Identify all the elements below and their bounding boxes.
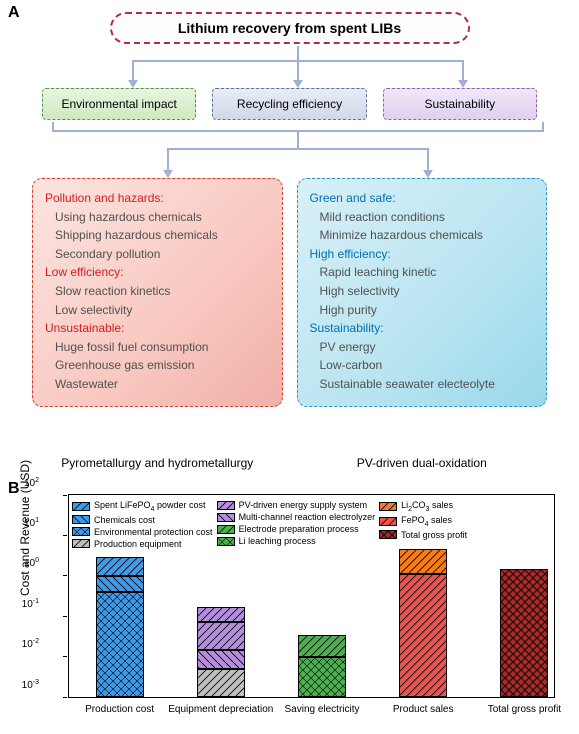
section-item: Mild reaction conditions: [310, 208, 535, 227]
legend-label: Total gross profit: [401, 530, 467, 540]
legend-swatch: [379, 502, 397, 511]
legend-swatch: [72, 502, 90, 511]
legend-item: Environmental protection cost: [72, 527, 213, 537]
legend-item: FePO4 sales: [379, 515, 467, 528]
legend-swatch: [379, 530, 397, 539]
section-item: PV energy: [310, 338, 535, 357]
bar-segment: [197, 607, 245, 623]
section-head: Green and safe:: [310, 189, 535, 208]
legend-item: Total gross profit: [379, 530, 467, 540]
category-box: Recycling efficiency: [212, 88, 366, 120]
bar-segment: [298, 657, 346, 697]
legend-swatch: [72, 539, 90, 548]
legend-label: Multi-channel reaction electrolyzer: [239, 512, 376, 522]
section-head: Unsustainable:: [45, 319, 270, 338]
section-item: Using hazardous chemicals: [45, 208, 270, 227]
legend-label: Chemicals cost: [94, 515, 155, 525]
section-item: High selectivity: [310, 282, 535, 301]
bar-segment: [96, 592, 144, 697]
legend-label: PV-driven energy supply system: [239, 500, 368, 510]
panel-a: Lithium recovery from spent LIBs Environ…: [12, 12, 567, 482]
bar-segment: [96, 576, 144, 592]
section-item: Rapid leaching kinetic: [310, 263, 535, 282]
bar-segment: [298, 635, 346, 657]
legend-swatch: [72, 515, 90, 524]
y-tick-label: 10-3: [22, 679, 39, 691]
legend-item: Chemicals cost: [72, 515, 213, 525]
legend-label: FePO4 sales: [401, 515, 452, 528]
section-item: Low selectivity: [45, 301, 270, 320]
legend-swatch: [72, 527, 90, 536]
y-tick-label: 100: [24, 557, 39, 569]
section-item: Huge fossil fuel consumption: [45, 338, 270, 357]
section-item: Slow reaction kinetics: [45, 282, 270, 301]
title-box: Lithium recovery from spent LIBs: [110, 12, 470, 44]
left-panel: Pollution and hazards:Using hazardous ch…: [32, 178, 283, 407]
section-head: Sustainability:: [310, 319, 535, 338]
legend-label: Li leaching process: [239, 536, 316, 546]
legend-item: Production equipment: [72, 539, 213, 549]
legend-swatch: [217, 501, 235, 510]
legend-item: Li2CO3 sales: [379, 500, 467, 513]
section-item: Sustainable seawater electeolyte: [310, 375, 535, 394]
x-tick-label: Equipment depreciation: [168, 704, 273, 715]
legend-item: Electrode preparation process: [217, 524, 376, 534]
legend-swatch: [379, 517, 397, 526]
section-item: Low-carbon: [310, 356, 535, 375]
legend-label: Li2CO3 sales: [401, 500, 453, 513]
category-box: Environmental impact: [42, 88, 196, 120]
y-tick-label: 102: [24, 477, 39, 489]
legend-label: Production equipment: [94, 539, 182, 549]
legend-swatch: [217, 513, 235, 522]
legend-label: Electrode preparation process: [239, 524, 359, 534]
x-tick-label: Saving electricity: [284, 704, 359, 715]
section-item: Greenhouse gas emission: [45, 356, 270, 375]
panel-b: Cost and Revenue (USD) 10-310-210-110010…: [12, 486, 567, 726]
legend-swatch: [217, 525, 235, 534]
legend: Spent LiFePO4 powder cost Chemicals cost E…: [72, 500, 551, 549]
right-panel: Green and safe:Mild reaction conditionsM…: [297, 178, 548, 407]
category-box: Sustainability: [383, 88, 537, 120]
x-tick-label: Product sales: [393, 704, 454, 715]
section-item: Minimize hazardous chemicals: [310, 226, 535, 245]
x-tick-label: Production cost: [85, 704, 154, 715]
section-head: High efficiency:: [310, 245, 535, 264]
right-caption: PV-driven dual-oxidation: [297, 456, 548, 470]
legend-item: Li leaching process: [217, 536, 376, 546]
x-tick-label: Total gross profit: [488, 704, 561, 715]
bar-segment: [197, 622, 245, 649]
legend-item: PV-driven energy supply system: [217, 500, 376, 510]
comparison-panels: Pollution and hazards:Using hazardous ch…: [32, 178, 547, 407]
legend-item: Spent LiFePO4 powder cost: [72, 500, 213, 513]
bar-segment: [500, 569, 548, 697]
section-head: Low efficiency:: [45, 263, 270, 282]
bar-segment: [197, 669, 245, 697]
legend-label: Environmental protection cost: [94, 527, 213, 537]
y-tick-label: 10-2: [22, 638, 39, 650]
legend-label: Spent LiFePO4 powder cost: [94, 500, 205, 513]
section-item: Secondary pollution: [45, 245, 270, 264]
legend-swatch: [217, 537, 235, 546]
bar-segment: [399, 549, 447, 574]
section-head: Pollution and hazards:: [45, 189, 270, 208]
bar-segment: [96, 557, 144, 576]
bar-segment: [399, 574, 447, 697]
y-tick-label: 10-1: [22, 598, 39, 610]
category-row: Environmental impact Recycling efficiency…: [42, 88, 537, 120]
left-caption: Pyrometallurgy and hydrometallurgy: [32, 456, 283, 470]
section-item: High purity: [310, 301, 535, 320]
bar-segment: [197, 650, 245, 669]
y-tick-label: 101: [24, 517, 39, 529]
section-item: Wastewater: [45, 375, 270, 394]
legend-item: Multi-channel reaction electrolyzer: [217, 512, 376, 522]
section-item: Shipping hazardous chemicals: [45, 226, 270, 245]
